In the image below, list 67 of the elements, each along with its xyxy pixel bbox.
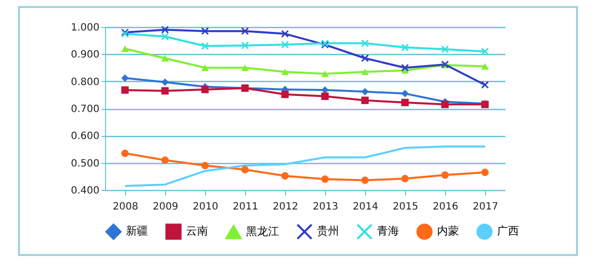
y-tick-label: 0.900 — [70, 50, 100, 61]
point — [401, 90, 409, 98]
point — [401, 174, 409, 182]
point — [441, 100, 449, 108]
x-tick-label: 2012 — [272, 202, 298, 212]
point — [321, 86, 329, 94]
x-tick-label: 2015 — [392, 202, 418, 212]
x-tick-label: 2011 — [232, 202, 258, 212]
point — [401, 64, 409, 72]
point — [161, 55, 169, 62]
point — [281, 68, 289, 76]
legend-label: 内蒙 — [437, 224, 459, 238]
point — [161, 32, 169, 40]
point — [361, 68, 369, 76]
point — [121, 150, 129, 158]
point — [441, 171, 449, 179]
point — [201, 64, 209, 71]
point — [481, 168, 489, 176]
y-tick-label: 0.700 — [70, 104, 100, 115]
x-tick-label: 2013 — [312, 202, 338, 212]
x-tick-label: 2010 — [192, 202, 218, 212]
point — [241, 166, 249, 174]
point — [361, 96, 369, 104]
legend-label: 广西 — [497, 224, 519, 238]
point — [361, 54, 369, 62]
point — [281, 90, 289, 98]
point — [401, 43, 409, 52]
legend-label: 贵州 — [317, 224, 339, 238]
point — [241, 42, 249, 50]
point — [281, 40, 289, 49]
point — [121, 74, 129, 82]
point — [321, 70, 329, 77]
point — [361, 39, 369, 48]
point — [321, 175, 329, 183]
point — [201, 42, 209, 50]
x-tick-label: 2017 — [472, 202, 498, 212]
y-tick-label: 0.500 — [70, 158, 100, 170]
point — [241, 64, 249, 71]
point — [281, 172, 289, 180]
legend-label: 青海 — [377, 224, 399, 238]
y-tick-label: 0.600 — [70, 131, 100, 142]
point — [481, 48, 489, 56]
point — [361, 176, 369, 184]
point — [161, 156, 169, 164]
point — [201, 162, 209, 170]
y-tick-label: 1.000 — [70, 22, 100, 34]
x-tick-label: 2016 — [432, 202, 458, 212]
point — [161, 26, 169, 34]
point — [241, 27, 249, 35]
point — [201, 27, 209, 35]
point — [481, 63, 489, 70]
x-tick-label: 2009 — [152, 202, 178, 212]
point — [361, 88, 369, 96]
legend-label: 黑龙江 — [246, 225, 279, 238]
point — [481, 80, 489, 89]
x-tick-label: 2014 — [352, 202, 378, 212]
legend-label: 云南 — [186, 224, 208, 238]
y-tick-label: 0.800 — [70, 76, 100, 88]
legend-label: 新疆 — [126, 224, 148, 238]
y-tick-label: 0.400 — [70, 186, 100, 196]
point — [121, 46, 129, 52]
point — [321, 92, 329, 100]
point — [281, 30, 289, 38]
x-tick-label: 2008 — [112, 202, 138, 212]
point — [161, 78, 169, 86]
point — [441, 45, 449, 54]
point — [161, 87, 169, 95]
